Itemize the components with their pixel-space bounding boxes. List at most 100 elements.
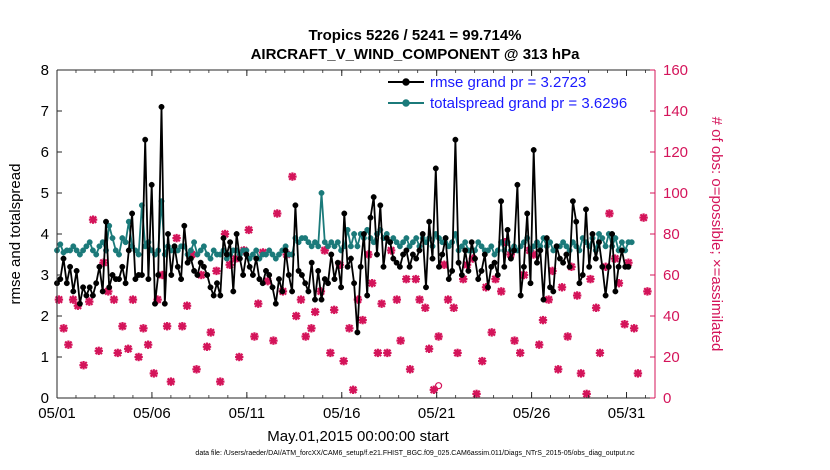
rmse-data-point [272,300,279,307]
rmse-data-point [152,300,158,307]
rmse-data-point [498,198,505,205]
x-tick-label: 05/01 [38,405,76,422]
rmse-data-point [458,272,465,278]
rmse-data-point [511,247,518,254]
rmse-data-point [184,259,191,266]
rmse-data-point [517,292,524,299]
totalspread-data-point [119,235,126,242]
rmse-data-point [217,292,224,299]
totalspread-data-point [602,243,609,250]
obs-assimilated-marker [178,322,187,331]
obs-assimilated-marker [339,356,348,366]
obs-assimilated-marker [633,369,643,378]
totalspread-data-point [187,247,194,254]
rmse-data-point [165,231,171,237]
rmse-data-point [334,259,341,266]
totalspread-data-point [321,239,328,246]
rmse-data-point [285,272,292,278]
rmse-data-point [426,218,433,225]
rmse-data-point [227,239,234,246]
obs-assimilated-marker [443,295,453,304]
rmse-data-point [485,284,491,291]
totalspread-data-point [406,243,413,250]
obs-assimilated-marker [411,274,420,284]
totalspread-data-point [86,239,93,246]
rmse-data-point [586,263,593,270]
obs-assimilated-marker [123,344,133,353]
totalspread-data-point [393,239,400,246]
rmse-data-point [142,136,149,143]
rmse-data-point [315,267,322,274]
legend-label-totalspread: totalspread grand pr = 3.6296 [430,95,627,112]
obs-assimilated-marker [610,254,620,263]
rmse-data-point [556,255,563,262]
rmse-data-point [67,263,74,270]
y-left-tick-label: 5 [41,185,49,202]
totalspread-data-point [491,251,498,258]
totalspread-data-point [403,235,410,242]
y-left-tick-label: 2 [41,308,49,325]
totalspread-data-point [204,251,211,258]
obs-assimilated-marker [572,291,582,300]
rmse-data-point [436,263,442,270]
y-left-tick-label: 1 [41,349,49,366]
obs-assimilated-marker [59,324,68,333]
obs-assimilated-marker [392,295,402,304]
rmse-data-point [540,296,547,303]
obs-assimilated-marker [620,320,629,329]
totalspread-data-point [325,243,331,250]
rmse-data-point [292,202,299,209]
totalspread-data-point [390,235,397,242]
rmse-data-point [210,292,217,299]
rmse-series-line [56,106,629,333]
rmse-data-point [187,255,194,262]
rmse-data-point [122,280,129,287]
rmse-data-point [266,272,273,278]
obs-assimilated-marker [373,348,383,358]
totalspread-data-point [475,239,482,246]
x-tick-label: 05/21 [418,405,456,422]
totalspread-data-point [272,255,279,262]
obs-assimilated-marker [544,295,553,304]
obs-assimilated-marker [212,266,221,276]
obs-assimilated-marker [118,322,127,331]
rmse-data-point [328,251,335,258]
rmse-data-point [338,284,345,291]
totalspread-data-point [266,247,273,254]
totalspread-data-point [276,251,282,258]
obs-assimilated-marker [244,225,253,235]
y-right-tick-label: 0 [663,390,671,407]
rmse-data-point [488,263,495,270]
obs-assimilated-marker [497,287,506,296]
rmse-data-point [259,280,266,287]
rmse-data-point [360,231,367,237]
legend-label-rmse: rmse grand pr = 3.2723 [430,74,586,91]
rmse-data-point [246,263,253,270]
rmse-data-point [429,255,436,262]
data-file-footnote: data file: /Users/raeder/DAI/ATM_forcXX/… [195,450,635,457]
totalspread-data-point [409,239,416,246]
chart-title: Tropics 5226 / 5241 = 99.714% [308,27,522,44]
totalspread-data-point [210,247,217,254]
rmse-data-point [279,288,286,295]
obs-assimilated-marker [109,295,119,304]
rmse-data-point [233,231,240,237]
rmse-data-point [63,280,70,287]
rmse-data-point [387,239,394,246]
obs-assimilated-marker [273,209,282,218]
obs-assimilated-marker [415,295,424,304]
rmse-data-point [57,276,64,283]
obs-assimilated-marker [377,299,386,308]
y-left-tick-label: 0 [41,390,49,407]
rmse-data-point [308,259,315,266]
rmse-data-point [93,280,100,287]
y-right-tick-label: 20 [663,349,680,366]
obs-assimilated-marker [383,348,392,358]
totalspread-data-point [308,243,315,250]
obs-assimilated-marker [292,311,301,321]
rmse-data-point [504,226,511,233]
totalspread-data-point [200,243,207,250]
rmse-data-point [298,272,305,278]
obs-assimilated-marker [182,301,192,310]
y-left-tick-label: 4 [41,226,49,243]
